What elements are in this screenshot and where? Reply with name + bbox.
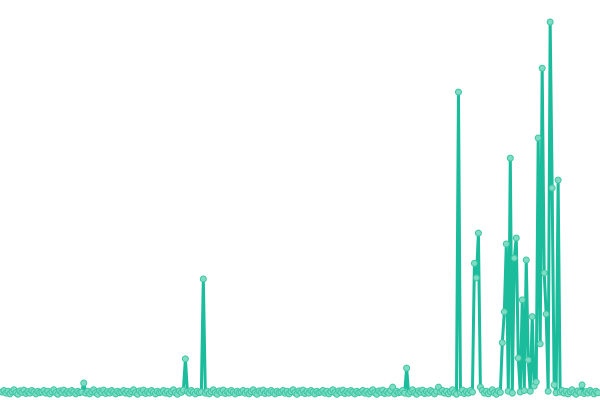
data-point [502,240,510,248]
data-point [454,88,462,96]
data-point [528,313,536,321]
data-point [542,310,550,318]
data-point [389,383,397,391]
data-point [496,388,504,396]
data-point [512,234,520,242]
data-point [524,356,532,364]
data-point [510,254,518,262]
data-point [578,381,586,389]
data-point [508,389,516,397]
data-point [548,184,556,192]
data-point [403,364,411,372]
data-point [518,296,526,304]
data-point [546,18,554,26]
data-point [520,387,528,395]
data-point [540,269,548,277]
data-point [526,387,534,395]
data-point [594,389,600,397]
data-point [468,388,476,396]
data-point [538,64,546,72]
data-point [472,274,480,282]
data-point [514,354,522,362]
data-point [498,339,506,347]
data-point [522,256,530,264]
series-line-group [1,20,599,396]
data-point [474,229,482,237]
data-point [80,379,88,387]
data-point [544,387,552,395]
data-point [199,275,207,283]
series-points-group [0,18,600,398]
data-point [500,308,508,316]
data-point [470,259,478,267]
data-point [506,154,514,162]
data-point [534,134,542,142]
data-point [181,355,189,363]
data-point [532,378,540,386]
series-line [1,20,599,396]
data-point [550,381,558,389]
data-point [536,340,544,348]
data-point [554,176,562,184]
